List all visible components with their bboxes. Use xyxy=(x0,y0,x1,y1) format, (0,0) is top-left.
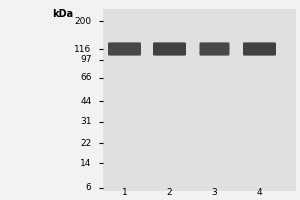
Text: 66: 66 xyxy=(80,73,92,82)
Bar xyxy=(103,9,296,191)
Text: 97: 97 xyxy=(80,55,92,64)
FancyBboxPatch shape xyxy=(200,42,230,56)
Text: 31: 31 xyxy=(80,117,92,127)
Text: 1: 1 xyxy=(122,188,128,197)
Text: 22: 22 xyxy=(80,138,92,148)
Text: 14: 14 xyxy=(80,158,92,168)
Text: 3: 3 xyxy=(212,188,218,197)
Text: kDa: kDa xyxy=(52,9,74,19)
Text: 116: 116 xyxy=(74,45,92,53)
Text: 4: 4 xyxy=(257,188,262,197)
FancyBboxPatch shape xyxy=(153,42,186,56)
Text: 6: 6 xyxy=(86,184,92,192)
Text: 44: 44 xyxy=(80,97,92,106)
FancyBboxPatch shape xyxy=(108,42,141,56)
Text: 2: 2 xyxy=(167,188,172,197)
FancyBboxPatch shape xyxy=(243,42,276,56)
Text: 200: 200 xyxy=(74,17,92,25)
